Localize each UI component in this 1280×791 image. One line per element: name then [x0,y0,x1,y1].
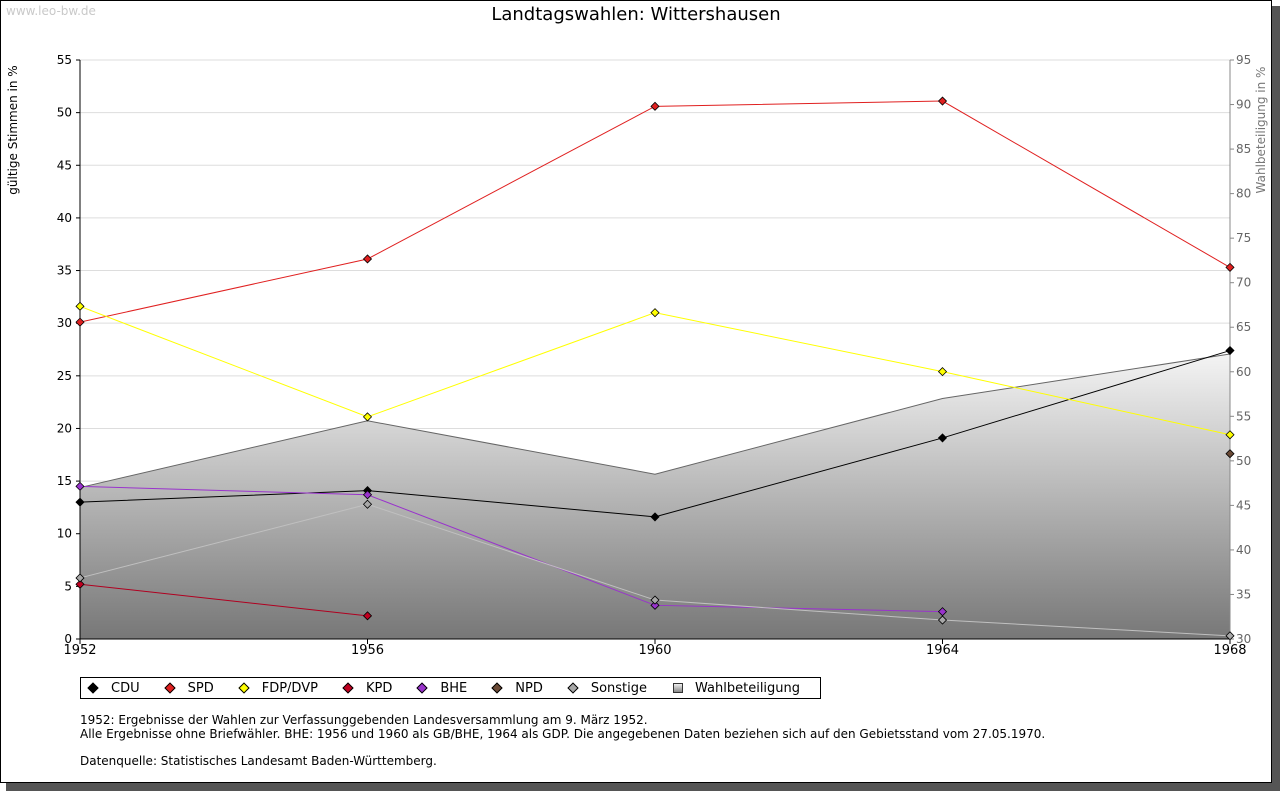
legend-marker-kpd [342,682,354,694]
y-tick-label-10: 10 [57,527,72,541]
y2-tick-label-35: 35 [1236,587,1251,601]
point-fdp-dvp-1960 [650,308,660,318]
legend-label-kpd: KPD [365,680,393,696]
point-bhe-1952 [75,481,85,491]
legend-item-cdu: CDU [87,680,140,696]
point-kpd-1956 [362,611,373,621]
chart-title: Landtagswahlen: Wittershausen [491,4,781,25]
y2-tick-label-30: 30 [1236,632,1251,646]
y-axis-title: gültige Stimmen in % [6,65,20,194]
y2-tick-label-95: 95 [1236,53,1251,67]
y-tick-label-30: 30 [57,316,72,330]
point-fdp-dvp-1956 [362,412,373,422]
legend-label-bhe: BHE [440,680,468,696]
y-tick-label-5: 5 [64,579,72,593]
y-tick-label-20: 20 [57,421,72,435]
y-tick-label-35: 35 [57,264,72,278]
point-spd-1968 [1225,262,1235,272]
point-fdp-dvp-1952 [75,301,85,311]
y-tick-label-25: 25 [57,369,72,383]
point-kpd-1952 [75,579,85,589]
legend-item-spd: SPD [163,680,214,696]
series-line-kpd [79,583,368,617]
point-spd-1960 [650,101,660,111]
y2-tick-label-80: 80 [1236,187,1251,201]
point-sonstige-1960 [650,595,660,605]
legend-label-sonstige: Sonstige [590,680,648,696]
legend: CDU SPD FDP/DVP KPD BHE NPD Sonstige Wahlbeteil… [80,677,821,699]
legend-marker-bhe [416,682,428,694]
legend-label-fdp-dvp: FDP/DVP [261,680,318,696]
watermark: www.leo-bw.de [6,4,96,18]
y2-tick-label-90: 90 [1236,98,1251,112]
point-cdu-1968 [1225,345,1235,356]
legend-label-wahlbeteiligung: Wahlbeteiligung [695,680,801,696]
legend-item-bhe: BHE [416,680,468,696]
y-tick-label-15: 15 [57,474,72,488]
x-tick-label-1964: 1964 [926,643,959,658]
point-spd-1952 [75,317,85,327]
point-spd-1964 [937,96,948,106]
point-sonstige-1964 [937,615,948,625]
y2-tick-label-45: 45 [1236,498,1251,512]
y-tick-label-50: 50 [57,106,72,120]
frame-shadow-right [1272,6,1280,791]
point-fdp-dvp-1968 [1225,430,1235,440]
y2-tick-label-65: 65 [1236,320,1251,334]
frame-shadow-bottom [6,783,1280,791]
legend-item-wahlbeteiligung: Wahlbeteiligung [673,681,800,696]
y-tick-label-40: 40 [57,211,72,225]
legend-marker-npd [491,682,503,694]
legend-marker-spd [163,682,176,694]
x-tick-label-1968: 1968 [1213,643,1246,658]
footnote-1952: 1952: Ergebnisse der Wahlen zur Verfassu… [80,713,648,727]
legend-marker-fdp-dvp [238,682,250,694]
legend-item-kpd: KPD [342,680,393,696]
footnote-source: Datenquelle: Statistisches Landesamt Bad… [80,754,437,768]
turnout-line [79,353,1231,489]
footnote-general: Alle Ergebnisse ohne Briefwähler. BHE: 1… [80,727,1046,741]
point-sonstige-1968 [1225,631,1235,641]
point-cdu-1960 [650,512,660,522]
legend-item-fdp-dvp: FDP/DVP [238,680,318,696]
y2-tick-label-40: 40 [1236,543,1251,557]
y-tick-label-55: 55 [57,53,72,67]
point-bhe-1960 [650,600,660,610]
point-cdu-1964 [937,433,948,443]
legend-item-sonstige: Sonstige [567,680,648,696]
x-tick-label-1960: 1960 [638,643,671,658]
point-sonstige-1952 [75,573,85,583]
series-line-bhe [79,485,943,613]
legend-marker-wahlbeteiligung [673,683,684,693]
y2-tick-label-50: 50 [1236,454,1251,468]
point-bhe-1956 [362,490,373,500]
legend-item-npd: NPD [491,680,543,696]
point-spd-1956 [362,254,373,264]
y2-tick-label-70: 70 [1236,276,1251,290]
turnout-area [80,353,1230,639]
y2-tick-label-60: 60 [1236,365,1251,379]
series-line-spd [79,100,1231,323]
legend-marker-cdu [87,682,99,694]
y2-tick-label-75: 75 [1236,231,1251,245]
legend-marker-sonstige [567,682,579,694]
footnotes: 1952: Ergebnisse der Wahlen zur Verfassu… [80,713,1045,768]
point-npd-1968 [1225,449,1235,459]
y-tick-label-45: 45 [57,158,72,172]
x-tick-label-1952: 1952 [63,643,96,658]
x-tick-label-1956: 1956 [351,643,384,658]
y2-tick-label-85: 85 [1236,142,1251,156]
legend-label-npd: NPD [515,680,543,696]
y2-tick-label-55: 55 [1236,409,1251,423]
point-fdp-dvp-1964 [937,367,948,377]
legend-label-spd: SPD [187,680,214,696]
point-sonstige-1956 [362,499,373,509]
y-tick-label-0: 0 [64,632,72,646]
y2-axis-title: Wahlbeteiligung in % [1254,67,1268,194]
point-cdu-1952 [75,497,85,507]
legend-label-cdu: CDU [111,680,140,696]
